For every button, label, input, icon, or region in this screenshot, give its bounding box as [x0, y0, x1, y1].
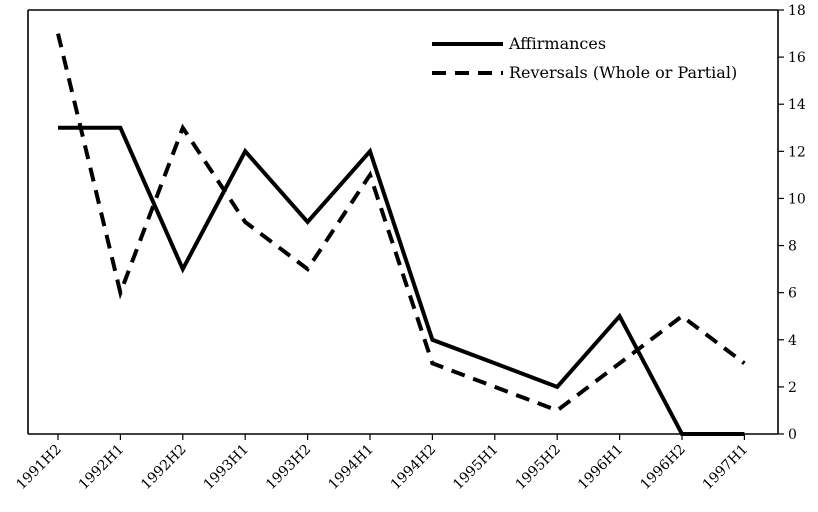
- x-tick-label: 1997H1: [700, 442, 751, 493]
- x-tick-label: 1994H2: [388, 442, 439, 493]
- series-layer: [56, 33, 746, 436]
- x-tick-label: 1992H1: [76, 442, 127, 493]
- x-tick-label: 1994H1: [325, 442, 376, 493]
- y-tick-label: 18: [788, 3, 806, 19]
- x-tick-label: 1991H2: [13, 442, 64, 493]
- x-tick-label: 1995H1: [450, 442, 501, 493]
- y-tick-label: 0: [788, 427, 797, 443]
- y-tick-label: 14: [788, 97, 806, 113]
- x-tick-label: 1993H2: [263, 442, 314, 493]
- chart-legend: Affirmances Reversals (Whole or Partial): [432, 34, 737, 82]
- x-tick-label: 1996H1: [575, 442, 626, 493]
- y-tick-label: 8: [788, 239, 797, 255]
- y-tick-label: 2: [788, 380, 797, 396]
- y-tick-label: 6: [788, 286, 797, 302]
- legend-label: Affirmances: [508, 34, 606, 53]
- legend-label: Reversals (Whole or Partial): [509, 63, 737, 82]
- y-tick-label: 12: [788, 144, 806, 160]
- y-tick-label: 10: [788, 191, 806, 207]
- series-line-affirmances: [58, 125, 745, 436]
- x-tick-label: 1996H2: [637, 442, 688, 493]
- y-tick-label: 4: [788, 333, 797, 349]
- x-tick-label: 1993H1: [201, 442, 252, 493]
- y-tick-label: 16: [788, 50, 806, 66]
- x-tick-label: 1995H2: [513, 442, 564, 493]
- x-tick-label: 1992H2: [138, 442, 189, 493]
